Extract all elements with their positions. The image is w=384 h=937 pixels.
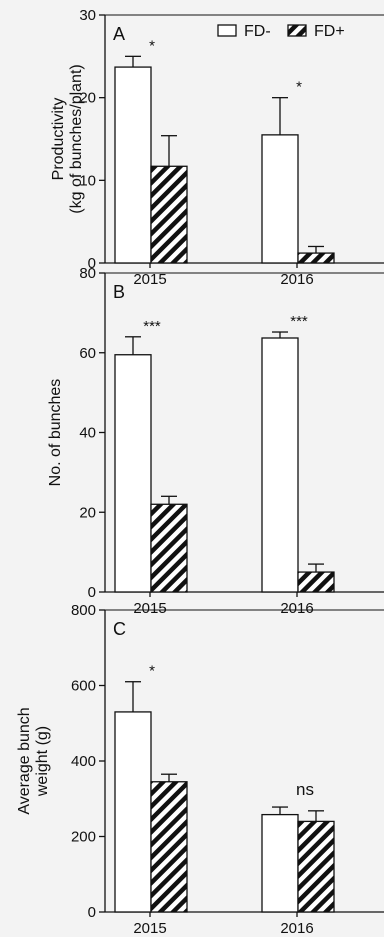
bar-FD--2016: [261, 337, 299, 593]
significance-label: ***: [143, 318, 161, 335]
bar-FD+-2016: [297, 571, 335, 593]
y-tick-label: 200: [71, 829, 96, 846]
y-tick-label: 40: [79, 425, 96, 442]
bar-FD+-2016: [297, 820, 335, 913]
y-axis-label: Average bunchweight (g): [16, 707, 51, 814]
x-tick-label: 2016: [280, 271, 313, 288]
significance-label: *: [296, 79, 302, 96]
panel-letter: C: [113, 619, 126, 639]
legend-items: FD- FD+: [217, 23, 345, 40]
bar-FD+-2015: [150, 165, 188, 264]
y-tick-label: 60: [79, 345, 96, 362]
y-tick-label: 20: [79, 90, 96, 107]
significance-label: ns: [296, 780, 314, 799]
y-tick-label: 30: [79, 7, 96, 24]
y-tick-label: 80: [79, 265, 96, 282]
y-tick-label: 10: [79, 172, 96, 189]
legend-label-FD-: FD-: [244, 23, 271, 40]
y-tick-label: 800: [71, 602, 96, 619]
bar-FD+-2016: [297, 252, 335, 264]
bar-FD--2015: [114, 354, 152, 593]
x-tick-label: 2016: [280, 920, 313, 937]
panel-letter: B: [113, 282, 125, 302]
y-tick-label: 20: [79, 504, 96, 521]
legend-label-FD+: FD+: [314, 23, 345, 40]
legend-swatch-FD+: [287, 24, 307, 37]
bar-FD--2015: [114, 711, 152, 913]
panel-B: 0 20 40 60 80 No. of bunches B *** 2015 *** 2016: [47, 265, 384, 617]
panel-letter: A: [113, 24, 125, 44]
bar-FD+-2015: [150, 503, 188, 593]
panel-A: 0 10 20 30 Productivity(kg of bunches/plant)…: [50, 7, 384, 288]
panel-C: 0 200 400 600 800 Average bunchweight (g) C * 20…: [16, 602, 384, 937]
bar-FD--2016: [261, 134, 299, 264]
x-tick-label: 2016: [280, 600, 313, 617]
x-tick-label: 2015: [133, 600, 166, 617]
significance-label: *: [149, 37, 155, 54]
bar-FD+-2015: [150, 781, 188, 913]
significance-label: *: [149, 663, 155, 680]
y-tick-label: 0: [88, 584, 96, 601]
x-tick-label: 2015: [133, 920, 166, 937]
y-tick-label: 0: [88, 255, 96, 272]
y-axis-label: No. of bunches: [47, 379, 64, 487]
legend-swatch-FD-: [217, 24, 237, 37]
bar-FD--2015: [114, 66, 152, 264]
significance-label: ***: [290, 313, 308, 330]
y-tick-label: 600: [71, 678, 96, 695]
legend: FD- FD+: [217, 23, 345, 40]
y-axis-label: Productivity(kg of bunches/plant): [50, 64, 85, 213]
y-tick-label: 400: [71, 753, 96, 770]
x-tick-label: 2015: [133, 271, 166, 288]
y-tick-label: 0: [88, 904, 96, 921]
bar-FD--2016: [261, 813, 299, 913]
